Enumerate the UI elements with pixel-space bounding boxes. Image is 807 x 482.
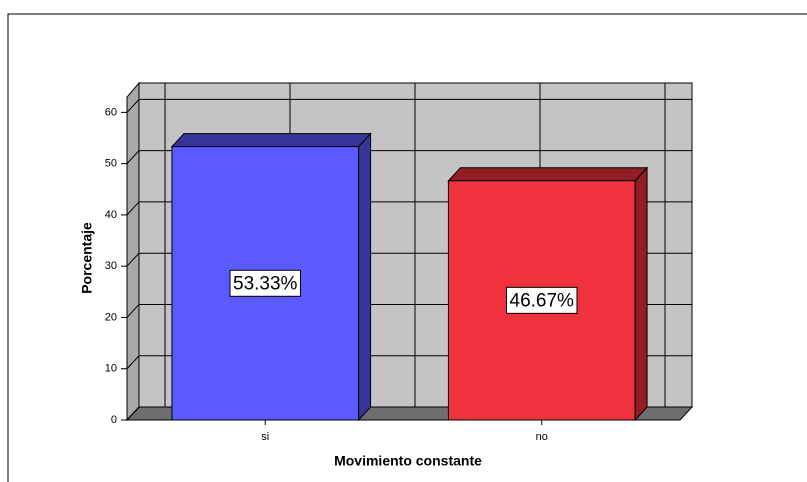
y-tick-label: 50	[105, 158, 117, 170]
y-tick-label: 0	[111, 414, 117, 426]
grid-line	[126, 406, 140, 421]
side-wall	[126, 81, 140, 422]
y-tick-label: 30	[105, 260, 117, 272]
bar-top	[447, 167, 649, 182]
y-tick-label: 40	[105, 209, 117, 221]
bar-side	[634, 166, 648, 422]
y-tick-label: 20	[105, 311, 117, 323]
value-label: 46.67%	[510, 290, 575, 311]
grid-line	[126, 252, 140, 267]
x-axis-title: Movimiento constante	[334, 453, 482, 469]
bar-top	[170, 133, 372, 148]
y-tick-label: 60	[105, 106, 117, 118]
grid-line	[126, 99, 140, 113]
value-label: 53.33%	[233, 273, 298, 294]
x-tick-label: no	[536, 431, 548, 443]
grid-line	[126, 304, 140, 318]
value-label-box	[506, 286, 578, 314]
grid-line	[126, 201, 140, 216]
x-tick-label: si	[261, 431, 269, 443]
bar-side	[358, 132, 372, 422]
y-axis-title: Porcentaje	[79, 222, 95, 294]
frame	[7, 13, 807, 482]
grid-line	[126, 150, 140, 164]
y-tick-label: 10	[105, 363, 117, 375]
grid-line	[126, 355, 140, 370]
value-label-box	[229, 269, 301, 297]
